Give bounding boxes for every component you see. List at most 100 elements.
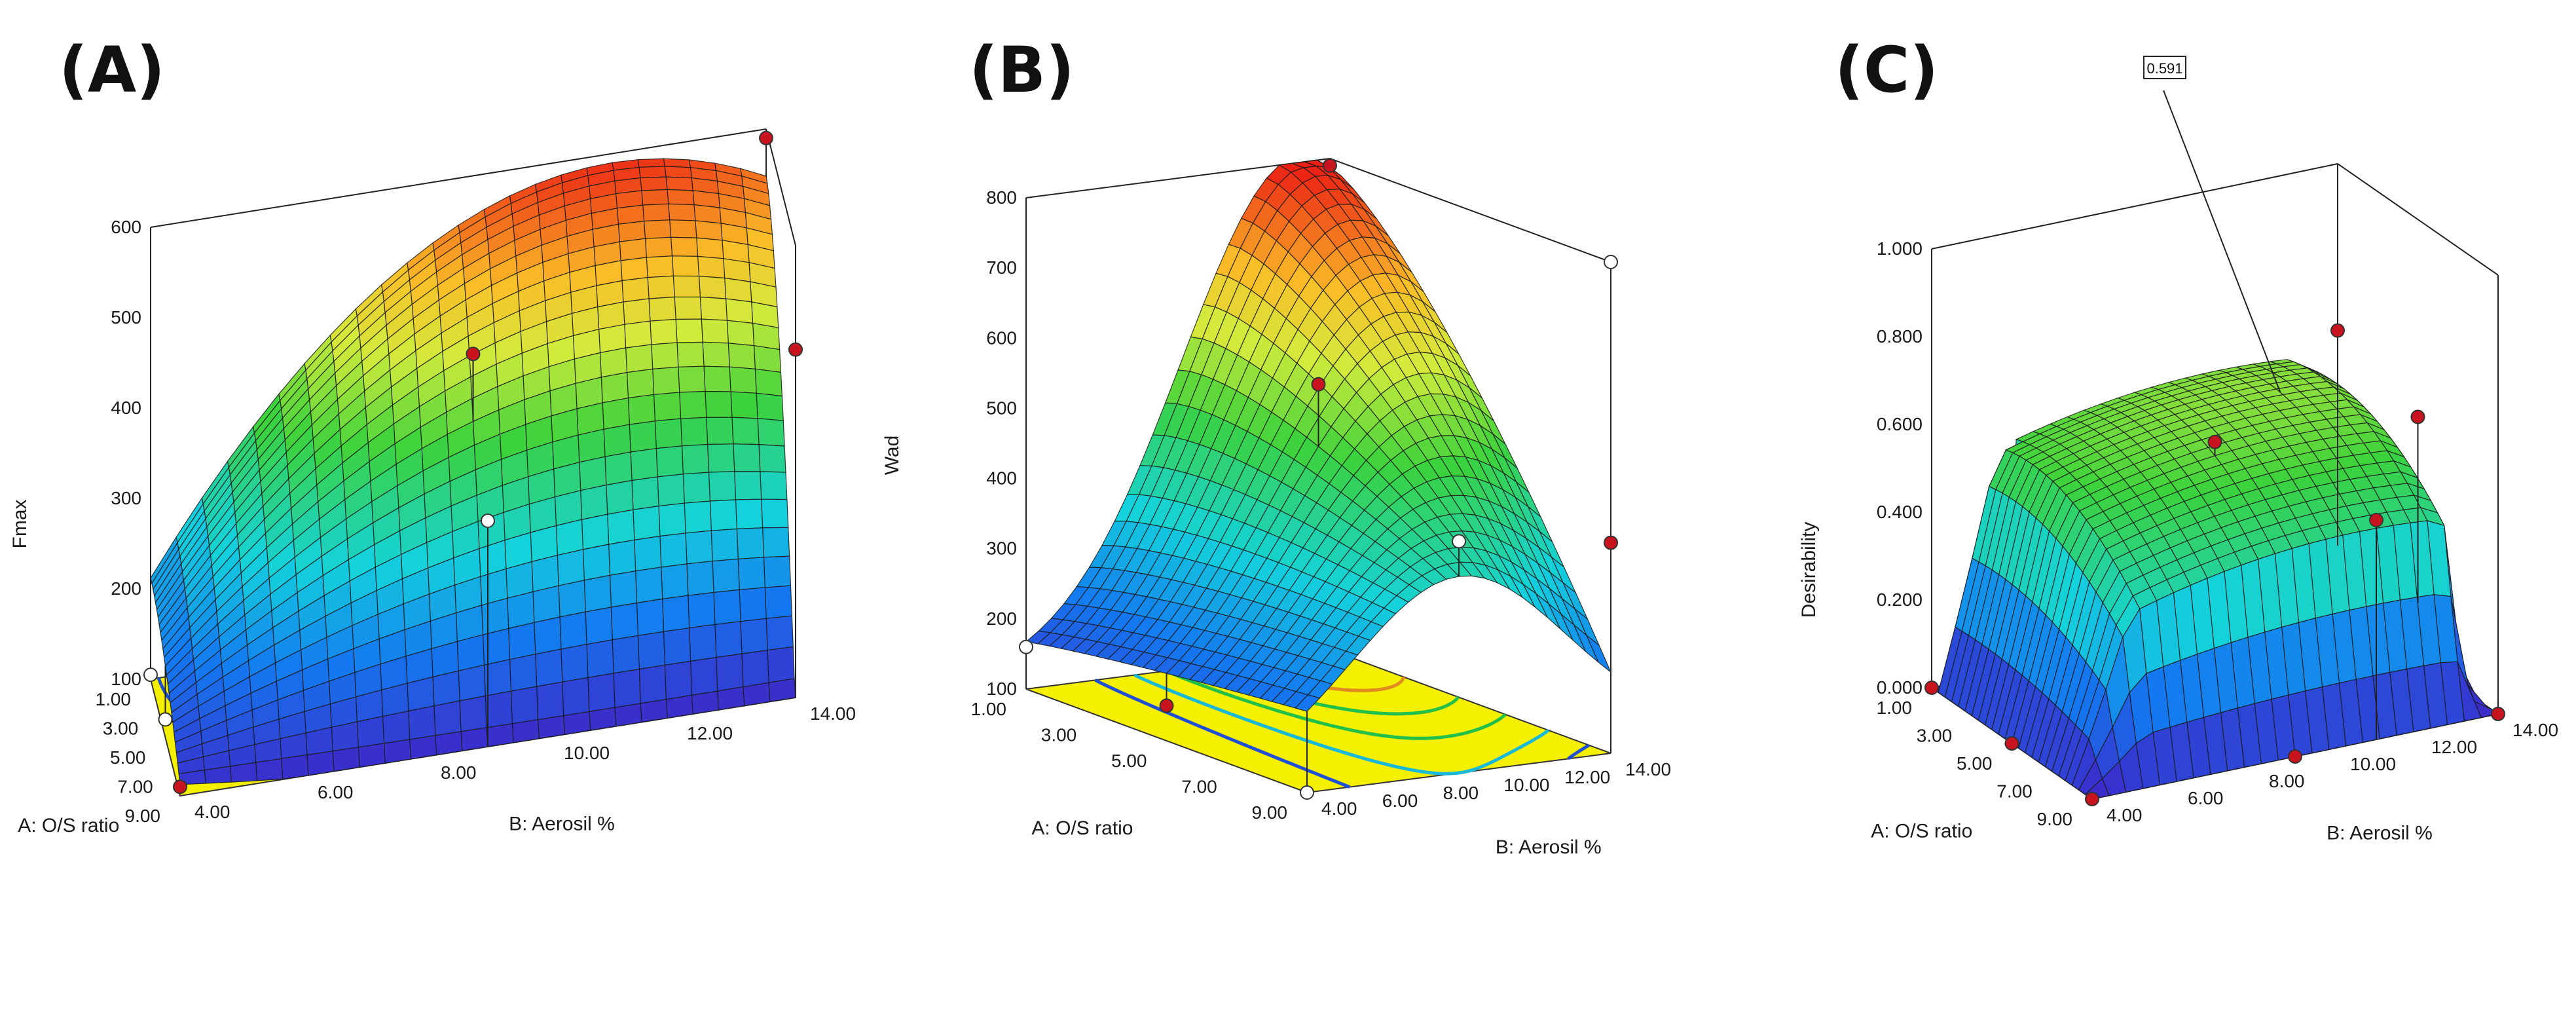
panel-label: (C)	[1835, 33, 1938, 107]
optimum-flag-value: 0.591	[2146, 60, 2182, 77]
surface-cell	[671, 255, 700, 277]
surface-cell	[623, 298, 651, 325]
surface-cell	[727, 343, 756, 369]
surface-cell	[690, 657, 718, 696]
surface-plot-fmax: 100 200 300 400 500 600 Fmax 1.00 3.00 5.00 7.00 9.…	[9, 33, 856, 836]
z-tick-label: 700	[986, 257, 1017, 278]
z-tick-label: 500	[111, 307, 141, 327]
surface-cell	[768, 678, 796, 702]
design-point-marker	[466, 346, 481, 362]
surface-cell	[716, 653, 744, 692]
z-tick-label: 400	[111, 398, 141, 418]
z-tick-label: 300	[111, 488, 141, 508]
surface-cell	[621, 276, 650, 303]
z-axis-label: Desirability	[1798, 522, 1820, 618]
box-edge	[1329, 158, 1611, 263]
surface-cell	[581, 514, 610, 550]
surface-cell	[684, 500, 712, 534]
design-point-marker	[481, 514, 495, 528]
surface-cell	[535, 648, 563, 687]
surface-cell	[754, 368, 783, 397]
surface-cell	[674, 296, 702, 320]
surface-cell	[583, 574, 612, 612]
z-tick-label: 300	[986, 538, 1017, 559]
z-tick-label: 600	[986, 327, 1017, 348]
surface-cell	[557, 549, 585, 586]
chart-panel-c: 0.000 0.200 0.400 0.600 0.800 1.000 Desirabili…	[1717, 0, 2575, 1029]
surface-cell	[603, 424, 631, 457]
surface-cell	[737, 557, 765, 591]
surface-cell	[358, 743, 386, 768]
y-tick-label: 8.00	[2269, 771, 2305, 791]
surface-cell	[682, 472, 711, 504]
design-point-marker	[1300, 785, 1314, 800]
surface-cell	[587, 673, 616, 713]
design-point	[1159, 673, 1174, 713]
optimum-flag-box	[2143, 56, 2186, 79]
design-point	[1311, 377, 1326, 447]
surface-cell	[659, 533, 688, 568]
surface-cell	[608, 539, 636, 576]
surface-cell	[657, 474, 685, 507]
surface-cell	[460, 727, 488, 751]
y-tick-label: 4.00	[194, 802, 230, 822]
surface-cell	[458, 664, 486, 702]
design-point-marker	[788, 342, 803, 357]
z-tick-label: 100	[986, 679, 1017, 699]
design-point	[759, 130, 773, 176]
y-tick-label: 8.00	[1443, 783, 1479, 803]
surface-cell	[665, 694, 693, 719]
surface-cell	[642, 203, 671, 222]
surface-cell	[665, 176, 693, 191]
design-point	[788, 342, 803, 698]
surface-cell	[699, 296, 728, 321]
chart-panel-a: 100 200 300 400 500 600 Fmax 1.00 3.00 5.00 7.00 9.…	[0, 0, 858, 1029]
surface-cell	[382, 710, 411, 744]
optimum-flag: 0.591	[2143, 56, 2281, 393]
surface-cell	[709, 499, 738, 531]
x-tick-label: 9.00	[2037, 809, 2073, 829]
panel-label: (A)	[59, 33, 165, 107]
surface-cell	[638, 166, 667, 179]
surface-cell	[707, 443, 735, 473]
design-point	[1924, 681, 1939, 695]
surface-cell	[562, 711, 591, 735]
surface-cell	[688, 591, 716, 629]
surface-cell	[585, 607, 613, 645]
surface-cell	[331, 721, 359, 752]
surface-cell	[534, 616, 562, 655]
surface-cell	[482, 627, 511, 666]
surface-cell	[640, 699, 668, 723]
contour-line	[1094, 679, 1590, 789]
surface-cell	[580, 484, 608, 520]
surface-cell	[668, 203, 696, 221]
y-tick-label: 6.00	[1382, 791, 1418, 811]
surface-cell	[710, 528, 739, 562]
y-tick-label: 14.00	[2512, 720, 2558, 740]
z-tick-label: 400	[986, 468, 1017, 489]
surface-cell	[661, 563, 689, 600]
surface-cell	[696, 237, 724, 259]
box-edge	[765, 128, 796, 246]
surface-cell	[756, 392, 784, 421]
surface-cell	[637, 158, 665, 168]
surface-cell	[589, 707, 617, 731]
surface-cell	[663, 627, 691, 666]
design-point	[481, 514, 495, 747]
surface-cell	[713, 589, 741, 626]
surface-cell	[332, 747, 360, 772]
y-tick-label: 12.00	[687, 723, 733, 743]
design-point-marker	[2085, 792, 2099, 806]
surface-cell	[724, 277, 752, 303]
surface-cell	[509, 653, 538, 692]
surface-cell	[726, 320, 755, 346]
design-point	[1300, 711, 1314, 800]
x-tick-label: 1.00	[1877, 698, 1913, 718]
surface-cell	[664, 660, 693, 700]
surface-cell	[407, 676, 435, 712]
surface-cell	[669, 219, 697, 238]
surface-cell	[676, 341, 705, 367]
design-point	[143, 578, 158, 683]
design-point-marker	[1452, 534, 1466, 549]
x-axis: 1.00 3.00 5.00 7.00 9.00 A: O/S ratio	[18, 689, 160, 836]
